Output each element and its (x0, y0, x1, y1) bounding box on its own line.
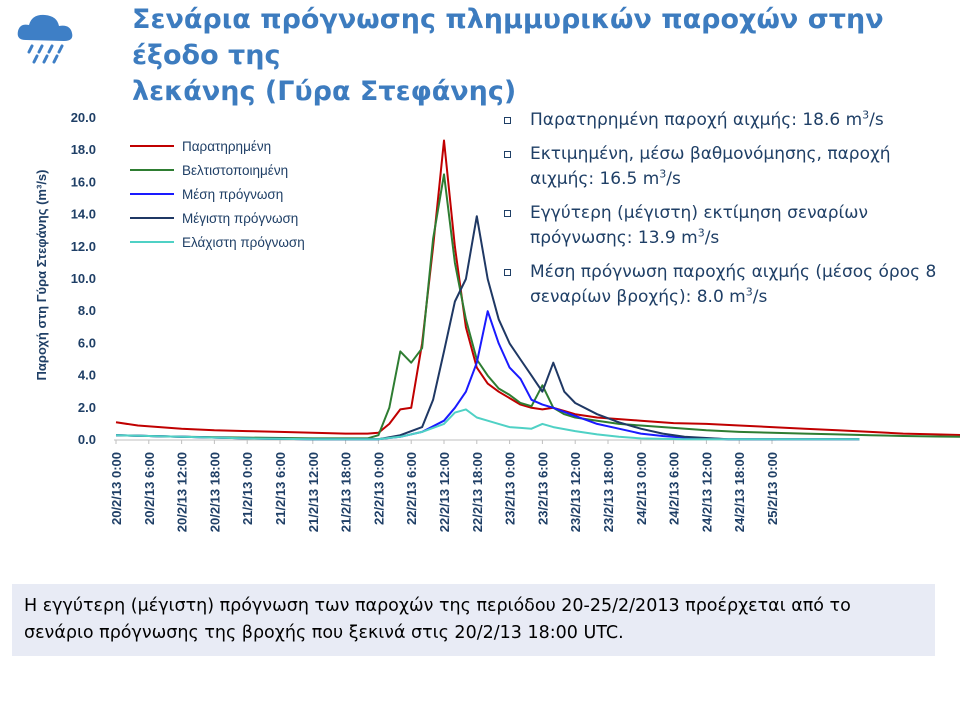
x-tick-label: 24/2/13 18:00 (732, 452, 747, 532)
series-line (115, 173, 960, 440)
y-tick-label: 18.0 (71, 142, 96, 157)
unit-suffix: /s (869, 110, 884, 130)
key-fact-item: Παρατηρημένη παροχή αιχμής: 18.6 m3/s (500, 108, 950, 133)
discharge-chart: 0.0 2.0 4.0 6.0 8.0 10.0 12.0 14.0 16.0 18.0 20.0 2… (34, 110, 960, 532)
key-fact-text: Μέση πρόγνωση παροχής αιχμής (μέσος όρος… (530, 262, 937, 307)
x-tick-label: 23/2/13 18:00 (601, 452, 616, 532)
page-title: Σενάρια πρόγνωσης πλημμυρικών παροχών στ… (132, 2, 952, 110)
chart-series (115, 139, 960, 441)
y-tick-label: 6.0 (78, 335, 96, 350)
x-tick-label: 21/2/13 6:00 (273, 452, 288, 525)
rain-cloud-logo-icon (10, 6, 90, 66)
chart-axes: 0.0 2.0 4.0 6.0 8.0 10.0 12.0 14.0 16.0 18.0 20.0 2… (71, 110, 780, 532)
key-fact-item: Εγγύτερη (μέγιστη) εκτίμηση σεναρίων πρό… (500, 201, 950, 251)
x-tick-label: 22/2/13 18:00 (470, 452, 485, 532)
chart-legend: Παρατηρημένη Βελτιστοποιημένη Μέση πρόγνωσ… (130, 139, 305, 250)
legend-label: Παρατηρημένη (182, 139, 271, 154)
key-fact-item: Μέση πρόγνωση παροχής αιχμής (μέσος όρος… (500, 260, 950, 310)
x-tick-label: 23/2/13 12:00 (568, 452, 583, 532)
x-tick-label: 22/2/13 0:00 (371, 452, 386, 525)
x-tick-label: 20/2/13 12:00 (175, 452, 190, 532)
unit-superscript: 3 (862, 108, 870, 122)
unit-suffix: /s (704, 228, 720, 248)
y-tick-label: 2.0 (78, 400, 96, 415)
x-tick-label: 24/2/13 0:00 (634, 452, 649, 525)
square-bullet-icon (504, 210, 511, 217)
y-tick-label: 4.0 (78, 368, 96, 383)
forecast-note: Η εγγύτερη (μέγιστη) πρόγνωση των παροχώ… (12, 584, 935, 656)
x-tick-label: 21/2/13 18:00 (339, 452, 354, 532)
x-tick-label: 23/2/13 6:00 (535, 452, 550, 525)
x-tick-label: 21/2/13 12:00 (306, 452, 321, 532)
y-tick-label: 12.0 (71, 239, 96, 254)
series-line (115, 408, 860, 441)
x-tick-label: 24/2/13 6:00 (667, 452, 682, 525)
key-fact-text: Παρατηρημένη παροχή αιχμής: 18.6 m (530, 110, 863, 130)
key-fact-item: Εκτιμημένη, μέσω βαθμονόμησης, παροχή αι… (500, 142, 950, 192)
x-tick-label: 24/2/13 12:00 (699, 452, 714, 532)
forecast-note-text: Η εγγύτερη (μέγιστη) πρόγνωση των παροχώ… (24, 596, 851, 643)
series-line (115, 139, 960, 436)
x-tick-label: 22/2/13 6:00 (404, 452, 419, 525)
legend-label: Μέση πρόγνωση (182, 187, 283, 202)
x-tick-label: 20/2/13 6:00 (142, 452, 157, 525)
square-bullet-icon (504, 151, 511, 158)
legend-label: Ελάχιστη πρόγνωση (182, 235, 305, 250)
x-tick-label: 20/2/13 0:00 (109, 452, 124, 525)
legend-label: Βελτιστοποιημένη (182, 163, 288, 178)
y-axis-label: Παροχή στη Γύρα Στεφάνης (m³/s) (34, 170, 49, 381)
y-tick-label: 0.0 (78, 432, 96, 447)
title-line-2: λεκάνης (Γύρα Στεφάνης) (132, 76, 517, 107)
unit-suffix: /s (752, 287, 768, 307)
square-bullet-icon (504, 269, 511, 276)
unit-suffix: /s (666, 169, 681, 189)
title-line-1: Σενάρια πρόγνωσης πλημμυρικών παροχών στ… (132, 4, 884, 71)
key-fact-text: Εγγύτερη (μέγιστη) εκτίμηση σεναρίων πρό… (530, 203, 869, 248)
unit-superscript: 3 (745, 285, 753, 299)
square-bullet-icon (504, 117, 511, 124)
y-tick-label: 8.0 (78, 303, 96, 318)
y-tick-label: 16.0 (71, 174, 96, 189)
key-fact-text: Εκτιμημένη, μέσω βαθμονόμησης, παροχή αι… (530, 144, 891, 189)
unit-superscript: 3 (659, 167, 667, 181)
unit-superscript: 3 (697, 226, 705, 240)
x-tick-label: 23/2/13 0:00 (503, 452, 518, 525)
x-tick-label: 21/2/13 0:00 (240, 452, 255, 525)
key-facts-list: Παρατηρημένη παροχή αιχμής: 18.6 m3/s Εκτ… (500, 108, 950, 319)
x-tick-label: 22/2/13 12:00 (437, 452, 452, 532)
y-tick-label: 14.0 (71, 207, 96, 222)
y-tick-label: 10.0 (71, 271, 96, 286)
legend-label: Μέγιστη πρόγνωση (182, 211, 298, 226)
x-tick-label: 25/2/13 0:00 (765, 452, 780, 525)
y-tick-label: 20.0 (71, 110, 96, 125)
x-tick-label: 20/2/13 18:00 (207, 452, 222, 532)
